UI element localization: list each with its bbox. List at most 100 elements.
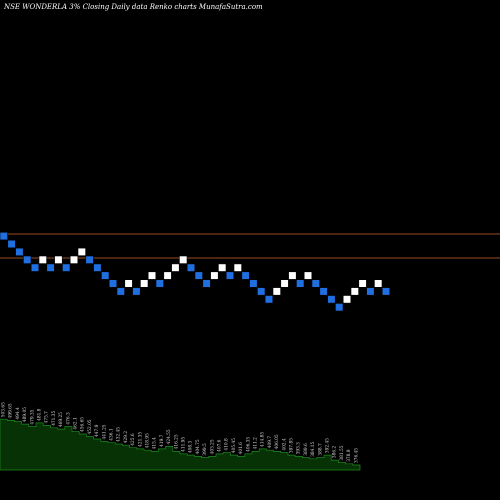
volume-label: 384.15 — [311, 441, 316, 456]
renko-brick-down — [132, 287, 141, 296]
volume-label: 401.6 — [239, 442, 244, 455]
renko-brick-down — [0, 232, 8, 241]
volume-label: 441.25 — [102, 424, 107, 439]
chart-title: NSE WONDERLA 3% Closing Daily data Renko… — [3, 3, 263, 11]
volume-label: 381.55 — [340, 445, 345, 460]
renko-brick-down — [264, 295, 274, 304]
volume-label: 424.55 — [167, 429, 172, 444]
volume-label: 419.7 — [160, 434, 165, 447]
volume-label: 405.45 — [232, 438, 237, 453]
volume-label: 406.05 — [275, 434, 280, 449]
volume-label: 416.25 — [174, 434, 179, 449]
renko-brick-down — [93, 263, 102, 272]
renko-brick-up — [179, 255, 188, 264]
renko-brick-down — [225, 271, 235, 280]
renko-brick-up — [124, 279, 133, 288]
volume-label: 406.35 — [246, 437, 251, 452]
volume-panel: 503.65 499.65 494.4 489.05 479.35 481.8 475.7 4… — [0, 402, 361, 471]
renko-brick-up — [69, 255, 79, 264]
renko-brick-down — [85, 255, 94, 264]
volume-label: 436.1 — [110, 428, 115, 441]
volume-label: 411.95 — [182, 437, 187, 452]
renko-brick-down — [23, 255, 32, 264]
renko-brick-down — [15, 247, 24, 257]
renko-brick-up — [163, 271, 172, 280]
renko-brick-down — [296, 279, 305, 288]
volume-label: 421.35 — [138, 432, 143, 447]
renko-brick-up — [342, 295, 352, 304]
renko-brick-up — [218, 263, 227, 272]
renko-brick-down — [202, 279, 211, 288]
volume-label: 429.2 — [124, 431, 129, 444]
volume-label: 476.3 — [66, 412, 71, 425]
renko-brick-down — [186, 263, 196, 272]
volume-label: 418.95 — [146, 433, 151, 448]
renko-brick-down — [116, 287, 125, 296]
volume-label: 503.65 — [2, 402, 7, 417]
renko-brick-down — [319, 287, 328, 296]
renko-brick-up — [233, 263, 242, 272]
volume-label: 403.25 — [210, 439, 215, 454]
renko-brick-up — [38, 255, 47, 264]
renko-brick-up — [280, 279, 289, 288]
renko-brick-down — [108, 279, 118, 288]
volume-label: 414.85 — [261, 432, 266, 447]
reference-lines — [0, 233, 500, 259]
volume-label: 489.05 — [23, 407, 28, 422]
renko-brick-down — [335, 303, 344, 312]
volume-label: 404.75 — [196, 439, 201, 454]
renko-brick-down — [194, 271, 203, 280]
volume-label: 425.6 — [131, 433, 136, 446]
renko-brick-down — [327, 295, 336, 304]
renko-brick-down — [249, 279, 258, 288]
renko-brick-up — [288, 271, 297, 280]
volume-label: 452.05 — [88, 419, 93, 434]
volume-label: 410.8 — [225, 438, 230, 451]
volume-label: 481.8 — [38, 408, 43, 421]
renko-brick-up — [374, 279, 383, 288]
volume-label: 494.4 — [16, 407, 21, 420]
renko-brick-up — [303, 271, 313, 280]
renko-brick-down — [381, 287, 391, 296]
volume-label: 397.85 — [290, 438, 295, 453]
renko-bricks — [0, 232, 391, 312]
volume-area — [0, 418, 361, 471]
volume-label: 378.9 — [347, 449, 352, 462]
renko-brick-up — [140, 279, 149, 288]
volume-label: 499.65 — [9, 403, 14, 418]
renko-brick-down — [46, 263, 55, 272]
volume-label: 399.5 — [203, 443, 208, 456]
volume-label: 471.35 — [52, 410, 57, 425]
renko-brick-down — [155, 279, 164, 288]
volume-label: 388.7 — [318, 443, 323, 456]
volume-label: 411.2 — [254, 437, 259, 450]
volume-label: 407.6 — [218, 439, 223, 452]
renko-brick-down — [101, 271, 110, 280]
volume-label: 402.4 — [282, 438, 287, 451]
volume-label: 479.35 — [30, 409, 35, 424]
volume-label: 432.45 — [117, 427, 122, 442]
renko-brick-down — [62, 263, 71, 272]
volume-label: 386.2 — [333, 446, 338, 459]
renko-brick-up — [147, 271, 157, 280]
volume-label: 376.45 — [354, 448, 359, 463]
renko-brick-down — [366, 287, 375, 296]
volume-label: 408.3 — [189, 441, 194, 454]
renko-brick-up — [350, 287, 359, 296]
volume-label: 389.6 — [304, 443, 309, 456]
renko-brick-up — [171, 263, 180, 272]
renko-brick-up — [272, 287, 281, 296]
renko-brick-down — [311, 279, 320, 288]
volume-label: 456.65 — [81, 417, 86, 432]
volume-label: 462.1 — [74, 417, 79, 430]
renko-brick-down — [257, 287, 266, 296]
volume-label: 469.25 — [59, 412, 64, 427]
renko-brick-up — [77, 247, 86, 257]
volume-label: 447.9 — [95, 424, 100, 437]
renko-brick-up — [54, 255, 63, 264]
volume-label: 409.7 — [268, 436, 273, 449]
renko-brick-up — [210, 271, 219, 280]
volume-label: 392.45 — [326, 438, 331, 453]
